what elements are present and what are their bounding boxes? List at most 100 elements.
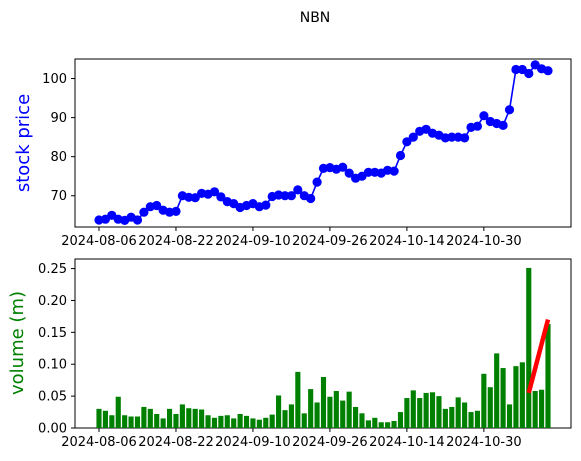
volume-bar bbox=[308, 389, 314, 428]
volume-x-tick-label: 2024-10-14 bbox=[369, 435, 445, 450]
price-y-ticks: 70 80 90 100 bbox=[42, 72, 75, 204]
volume-bar bbox=[256, 419, 262, 428]
volume-bar bbox=[423, 392, 429, 428]
price-line bbox=[98, 63, 549, 222]
volume-bar bbox=[340, 400, 346, 428]
volume-bar bbox=[545, 324, 551, 428]
volume-bar bbox=[186, 408, 192, 428]
price-point bbox=[209, 187, 220, 197]
volume-bar bbox=[506, 404, 513, 428]
price-points-layer bbox=[94, 60, 553, 225]
volume-bar bbox=[385, 422, 391, 428]
price-point bbox=[543, 66, 553, 76]
price-y-tick-label: 90 bbox=[50, 111, 67, 126]
volume-bar bbox=[115, 396, 121, 428]
volume-bar bbox=[237, 413, 243, 428]
volume-bar bbox=[468, 412, 474, 428]
volume-panel: 0.000.050.100.150.200.25 2024-08-06 2024-… bbox=[7, 258, 572, 450]
volume-bar bbox=[474, 410, 481, 428]
volume-bar bbox=[122, 415, 128, 428]
price-point bbox=[261, 200, 271, 210]
price-point bbox=[152, 200, 162, 211]
volume-bar bbox=[378, 422, 384, 428]
volume-bar bbox=[276, 395, 282, 428]
volume-bar bbox=[513, 366, 519, 428]
volume-y-tick-label: 0.05 bbox=[38, 390, 67, 405]
price-point bbox=[280, 191, 290, 201]
volume-bars-layer bbox=[96, 267, 551, 428]
volume-bar bbox=[442, 408, 448, 428]
volume-x-ticks: 2024-08-06 2024-08-22 2024-09-10 2024-09-26… bbox=[61, 428, 522, 450]
volume-y-tick-label: 0.25 bbox=[38, 262, 67, 277]
price-y-tick-label: 80 bbox=[50, 150, 67, 165]
price-x-tick-label: 2024-10-14 bbox=[369, 234, 445, 249]
volume-y-axis-label: volume (m) bbox=[7, 291, 28, 395]
volume-bar bbox=[211, 417, 218, 428]
price-panel: 70 80 90 100 2024-08-06 2024-08-22 2024-09-10… bbox=[13, 58, 572, 249]
volume-bar bbox=[282, 410, 288, 428]
price-highlight-layer bbox=[213, 63, 549, 209]
price-x-tick-label: 2024-09-26 bbox=[292, 234, 368, 249]
volume-bar bbox=[147, 408, 153, 428]
volume-bar bbox=[429, 392, 436, 428]
price-x-ticks: 2024-08-06 2024-08-22 2024-09-10 2024-09-26… bbox=[61, 227, 522, 249]
price-point bbox=[447, 132, 457, 142]
volume-bar bbox=[449, 406, 455, 428]
price-point bbox=[344, 168, 354, 178]
volume-bar bbox=[192, 408, 198, 428]
volume-bar bbox=[526, 267, 532, 428]
volume-bar bbox=[96, 408, 102, 428]
price-axes-frame bbox=[74, 58, 572, 228]
price-point bbox=[171, 206, 181, 216]
price-point bbox=[293, 185, 303, 195]
volume-bar bbox=[320, 376, 327, 428]
volume-x-tick-label: 2024-10-30 bbox=[446, 435, 522, 450]
price-point bbox=[312, 177, 322, 187]
price-point bbox=[306, 193, 316, 204]
price-point bbox=[408, 132, 418, 142]
price-point bbox=[511, 64, 521, 75]
price-point bbox=[286, 191, 296, 201]
price-point bbox=[498, 120, 508, 130]
volume-bar bbox=[346, 391, 352, 428]
price-point bbox=[338, 162, 348, 172]
volume-bar bbox=[455, 397, 461, 428]
price-point bbox=[402, 137, 412, 147]
volume-bar bbox=[519, 362, 525, 428]
price-line-layer bbox=[98, 63, 549, 222]
volume-bar bbox=[179, 404, 185, 428]
price-point bbox=[389, 166, 399, 176]
volume-bar bbox=[141, 406, 147, 428]
volume-bar bbox=[263, 417, 269, 428]
price-point bbox=[504, 105, 515, 115]
volume-trend-line bbox=[526, 319, 551, 394]
volume-bar bbox=[199, 409, 205, 428]
volume-bar bbox=[231, 418, 237, 428]
volume-bar bbox=[532, 391, 538, 428]
volume-bar bbox=[539, 389, 545, 428]
volume-bar bbox=[301, 413, 307, 428]
volume-bar bbox=[173, 413, 179, 428]
volume-bar bbox=[288, 404, 294, 428]
volume-y-tick-label: 0.00 bbox=[38, 422, 67, 437]
volume-bar bbox=[327, 396, 333, 428]
price-point bbox=[524, 68, 534, 79]
volume-bar bbox=[333, 391, 339, 428]
volume-bar bbox=[109, 415, 115, 428]
volume-bar bbox=[481, 373, 487, 428]
volume-bar bbox=[494, 353, 500, 428]
price-y-tick-label: 100 bbox=[42, 72, 67, 87]
volume-bar bbox=[205, 415, 211, 428]
volume-bar bbox=[372, 417, 378, 428]
volume-bar bbox=[314, 402, 320, 428]
volume-bar bbox=[134, 416, 141, 428]
volume-trend-layer bbox=[526, 319, 551, 394]
price-point bbox=[460, 133, 470, 143]
volume-y-tick-label: 0.15 bbox=[38, 326, 67, 341]
price-point bbox=[139, 207, 149, 217]
chart-title: NBN bbox=[300, 10, 331, 26]
volume-bar bbox=[359, 413, 365, 428]
volume-bar bbox=[397, 412, 404, 428]
price-y-axis-label: stock price bbox=[13, 94, 34, 192]
